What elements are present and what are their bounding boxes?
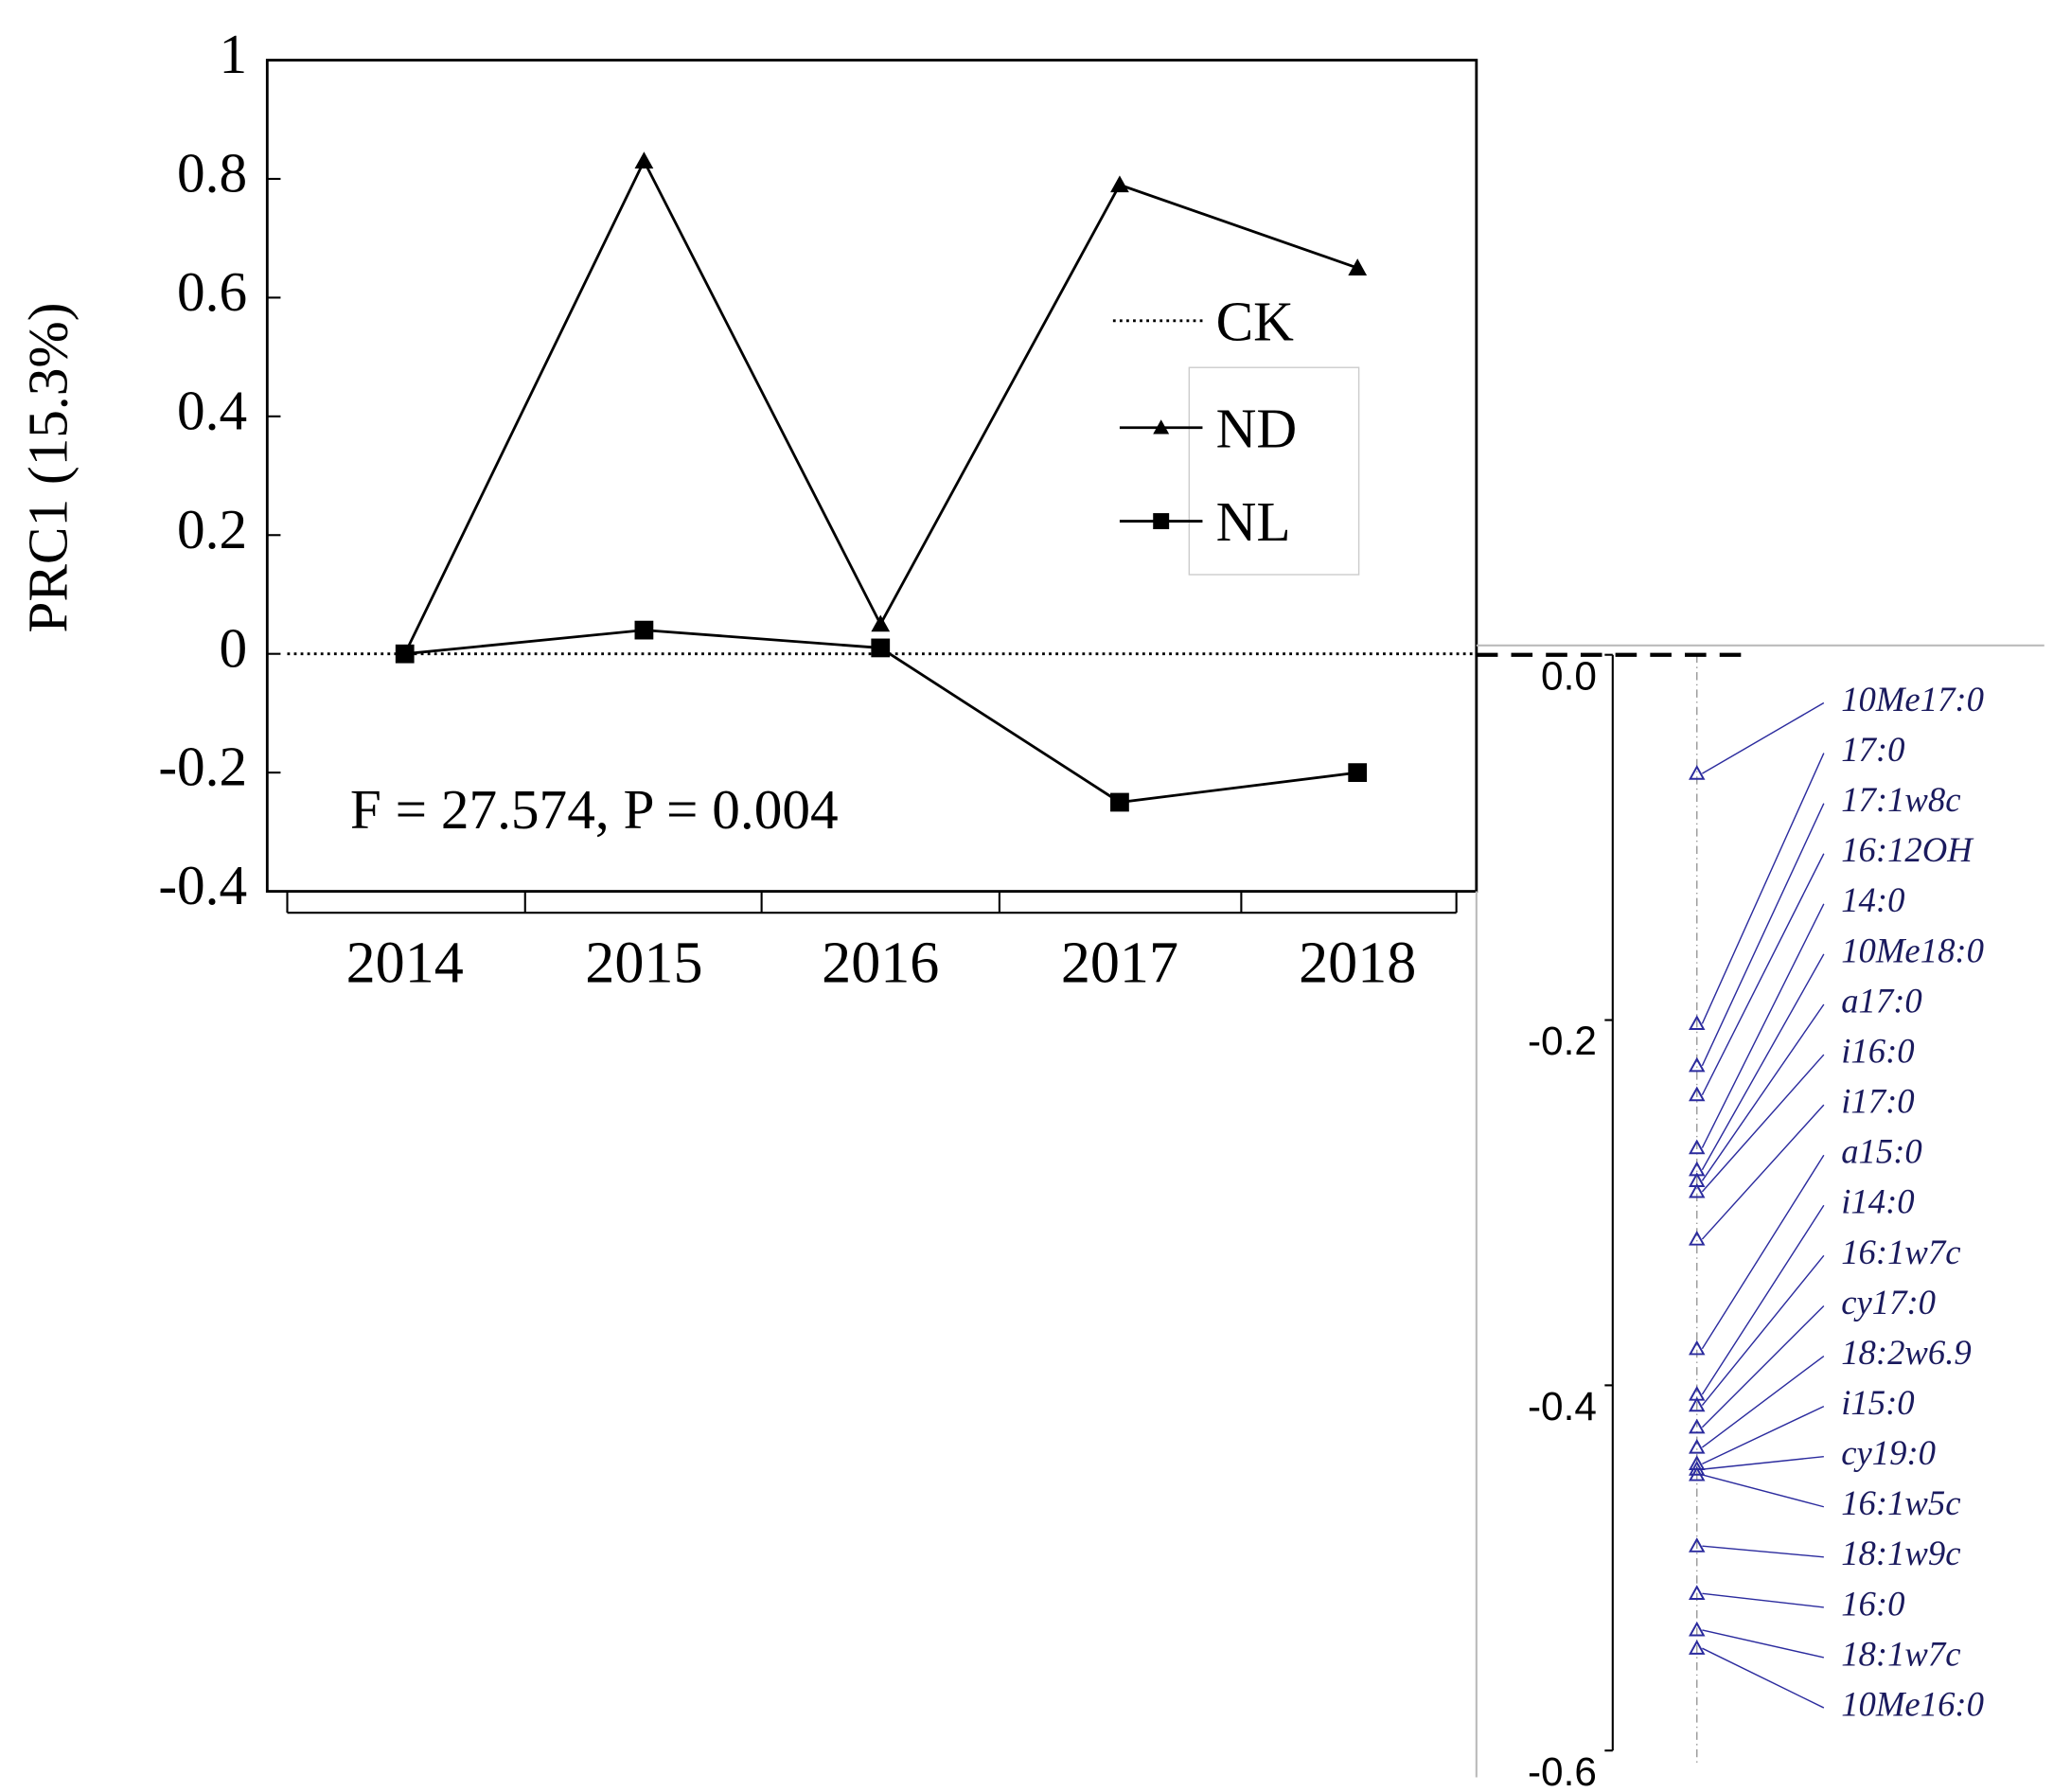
point-label: i17:0: [1841, 1082, 1914, 1121]
point-label: cy17:0: [1841, 1283, 1936, 1322]
point-label: 18:1w7c: [1841, 1634, 1960, 1673]
point-label: i15:0: [1841, 1383, 1914, 1422]
point: [1689, 1139, 1706, 1155]
point: [1689, 1585, 1706, 1600]
point: [1348, 763, 1368, 783]
y-tick-label: 1: [220, 23, 248, 85]
point: [1110, 175, 1129, 193]
point-label: i14:0: [1841, 1182, 1914, 1221]
point: [1689, 1621, 1706, 1637]
point-label: 18:1w9c: [1841, 1534, 1960, 1572]
y-tick-label: 0.0: [1541, 653, 1597, 698]
legend-label: NL: [1216, 490, 1291, 553]
x-tick-label: 2015: [585, 931, 702, 996]
point-label: i16:0: [1841, 1031, 1914, 1070]
x-tick-label: 2017: [1061, 931, 1178, 996]
leader-line: [1701, 1204, 1825, 1395]
leader-line: [1702, 1474, 1825, 1508]
leader-line: [1702, 1647, 1825, 1709]
leader-line: [1701, 1154, 1825, 1350]
leader-line: [1702, 1405, 1825, 1464]
point-label: 10Me16:0: [1841, 1684, 1984, 1723]
x-tick-label: 2014: [346, 931, 464, 996]
leader-line: [1701, 803, 1825, 1067]
point-label: 16:0: [1841, 1584, 1904, 1623]
point-label: a15:0: [1841, 1132, 1922, 1171]
leader-line: [1701, 1003, 1825, 1181]
leader-line: [1701, 753, 1825, 1024]
leader-line: [1701, 1254, 1825, 1407]
point: [1689, 1396, 1706, 1412]
point: [1110, 792, 1129, 812]
y-tick-label: 0.2: [177, 498, 247, 560]
annotation: F = 27.574, P = 0.004: [350, 778, 839, 841]
point: [1689, 1640, 1706, 1655]
point: [1689, 1438, 1706, 1454]
leader-line: [1701, 903, 1825, 1148]
point-label: 16:1w7c: [1841, 1233, 1960, 1271]
legend-marker: [1153, 513, 1170, 530]
y-axis-label: PRC1 (15.3%): [17, 303, 80, 633]
x-tick-label: 2016: [822, 931, 939, 996]
point-label: 16:12OH: [1841, 830, 1974, 869]
point-label: 18:2w6.9: [1841, 1333, 1972, 1372]
y-tick-label: -0.4: [1528, 1384, 1597, 1428]
point-label: 17:1w8c: [1841, 780, 1960, 819]
point: [1348, 258, 1368, 275]
point-label: 14:0: [1841, 880, 1904, 919]
point: [871, 638, 891, 658]
x-tick-label: 2018: [1299, 931, 1416, 996]
leader-line: [1701, 1054, 1825, 1193]
point: [1689, 1015, 1706, 1031]
y-tick-label: -0.2: [158, 736, 247, 798]
point: [1689, 1086, 1706, 1102]
leader-line: [1701, 1104, 1825, 1240]
leader-line: [1702, 1629, 1825, 1659]
leader-line: [1701, 1355, 1825, 1448]
leader-line: [1702, 1455, 1824, 1470]
point: [1689, 1182, 1706, 1198]
point: [395, 644, 415, 664]
leader-line: [1701, 853, 1825, 1095]
legend-box: [1188, 366, 1360, 576]
point: [1689, 1340, 1706, 1356]
point-label: 10Me17:0: [1841, 680, 1984, 719]
point: [1689, 1230, 1706, 1246]
leader-line: [1702, 701, 1825, 774]
leader-line: [1702, 1545, 1824, 1558]
y-tick-label: 0.4: [177, 379, 247, 441]
y-tick-label: -0.2: [1528, 1019, 1597, 1063]
y-tick-label: 0.6: [177, 260, 247, 323]
point-label: 16:1w5c: [1841, 1483, 1960, 1522]
point: [871, 614, 891, 632]
y-tick-label: -0.4: [158, 854, 247, 916]
plot-frame: [265, 59, 1478, 893]
point-label: 10Me18:0: [1841, 931, 1984, 969]
point-label: cy19:0: [1841, 1433, 1936, 1472]
legend-label: ND: [1216, 397, 1298, 459]
point: [1689, 1465, 1706, 1482]
series-line: [403, 157, 1358, 655]
point: [1689, 1537, 1706, 1552]
legend-label: CK: [1216, 290, 1295, 352]
point-label: 17:0: [1841, 730, 1904, 769]
point: [1689, 1418, 1706, 1434]
leader-line: [1701, 1304, 1825, 1428]
y-tick-label: 0: [220, 616, 248, 679]
y-tick-label: 0.8: [177, 142, 247, 204]
leader-line: [1702, 1592, 1824, 1608]
point: [1689, 765, 1706, 780]
point: [1689, 1056, 1706, 1073]
point-label: a17:0: [1841, 981, 1922, 1020]
leader-line: [1701, 953, 1825, 1171]
point: [1689, 1461, 1706, 1476]
y-tick-label: -0.6: [1528, 1749, 1597, 1792]
point: [634, 151, 654, 169]
legend-marker: [1153, 419, 1170, 435]
point: [634, 620, 654, 640]
